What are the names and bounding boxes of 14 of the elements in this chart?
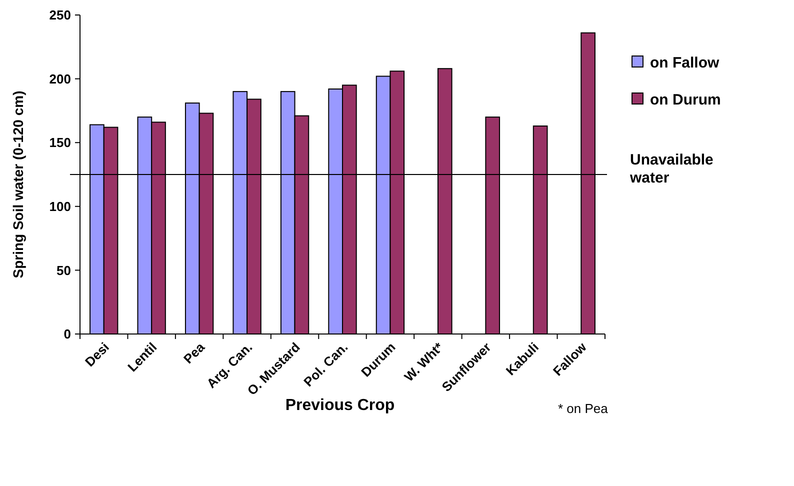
y-tick-label: 100 <box>49 198 71 214</box>
y-tick-label: 250 <box>49 8 71 23</box>
legend-label: on Fallow <box>650 54 720 72</box>
y-tick-label: 50 <box>56 262 71 278</box>
y-tick-label: 0 <box>64 326 71 342</box>
y-axis-title: Spring Soil water (0-120 cm) <box>10 90 26 278</box>
legend-label: on Durum <box>650 91 721 108</box>
y-tick-label: 200 <box>49 71 71 86</box>
ref-line-label: Unavailable water <box>629 152 714 186</box>
x-tick-label: Pol. Can. <box>300 340 351 390</box>
x-axis-title: Previous Crop <box>285 397 395 414</box>
x-tick-label: Pea <box>180 338 208 366</box>
y-tick-label: 150 <box>49 135 71 150</box>
text: * on Pea <box>558 401 609 416</box>
